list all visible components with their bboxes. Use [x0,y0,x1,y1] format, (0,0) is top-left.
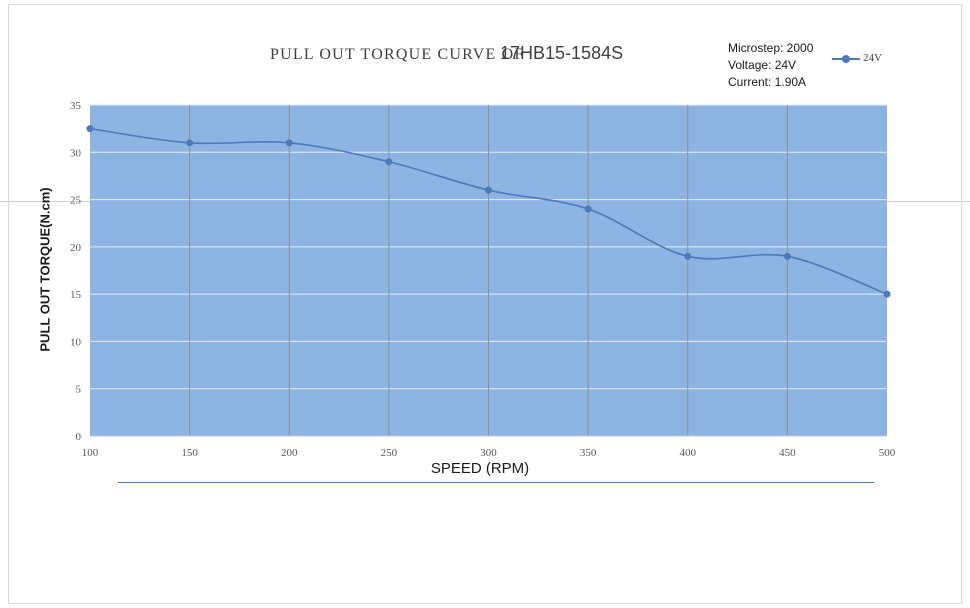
x-tick-label-400: 400 [680,447,697,459]
x-axis-label: SPEED (RPM) [430,460,530,477]
x-tick-label-250: 250 [381,447,398,459]
x-tick-label-500: 500 [879,447,896,459]
data-point-200 [285,139,293,147]
data-point-450 [783,252,791,260]
legend-label: 24V [863,52,882,64]
y-tick-label-35: 35 [70,100,82,112]
y-tick-label-5: 5 [76,384,82,396]
microstep-info: Microstep: 2000 [728,41,814,55]
x-tick-label-350: 350 [580,447,597,459]
motor-info: Microstep: 2000 Voltage: 24V Current: 1.… [728,40,813,91]
chart-title-model: 17HB15-1584S [500,43,624,63]
y-tick-label-0: 0 [76,431,82,443]
legend: 24V [832,50,902,68]
y-tick-label-10: 10 [70,336,82,348]
x-axis-underline [118,482,874,483]
data-point-350 [584,205,592,213]
chart-title: PULL OUT TORQUE CURVE OF 17HB15-1584S [0,42,970,68]
x-tick-label-300: 300 [480,447,497,459]
data-point-250 [385,158,393,166]
y-tick-label-20: 20 [70,242,82,254]
chart-frame [8,4,962,604]
current-info: Current: 1.90A [728,75,807,89]
x-tick-label-100: 100 [82,447,99,459]
voltage-info: Voltage: 24V [728,58,797,72]
data-point-100 [86,125,94,133]
data-point-300 [485,186,492,194]
data-point-400 [684,252,692,260]
x-tick-label-150: 150 [181,447,198,459]
y-tick-label-25: 25 [70,195,82,207]
y-tick-label-15: 15 [70,289,82,301]
chart-title-text: PULL OUT TORQUE CURVE OF [270,46,525,63]
legend-marker [842,55,850,63]
y-axis-label-text: PULL OUT TORQUE(N.cm) [37,187,53,352]
x-tick-label-200: 200 [281,447,298,459]
y-tick-label-30: 30 [70,147,82,159]
x-tick-label-450: 450 [779,447,796,459]
data-point-500 [883,290,891,298]
data-point-150 [186,139,194,147]
